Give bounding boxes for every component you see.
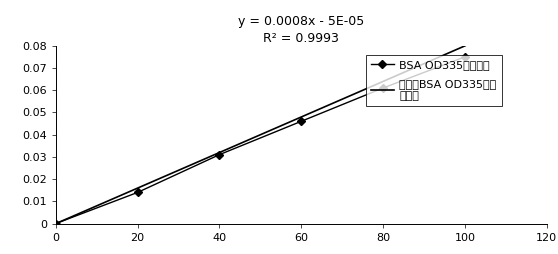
Title: y = 0.0008x - 5E-05
R² = 0.9993: y = 0.0008x - 5E-05 R² = 0.9993 (238, 14, 364, 44)
Legend: BSA OD335标准曲线, 线性（BSA OD335标准
曲线）: BSA OD335标准曲线, 线性（BSA OD335标准 曲线） (366, 55, 502, 106)
